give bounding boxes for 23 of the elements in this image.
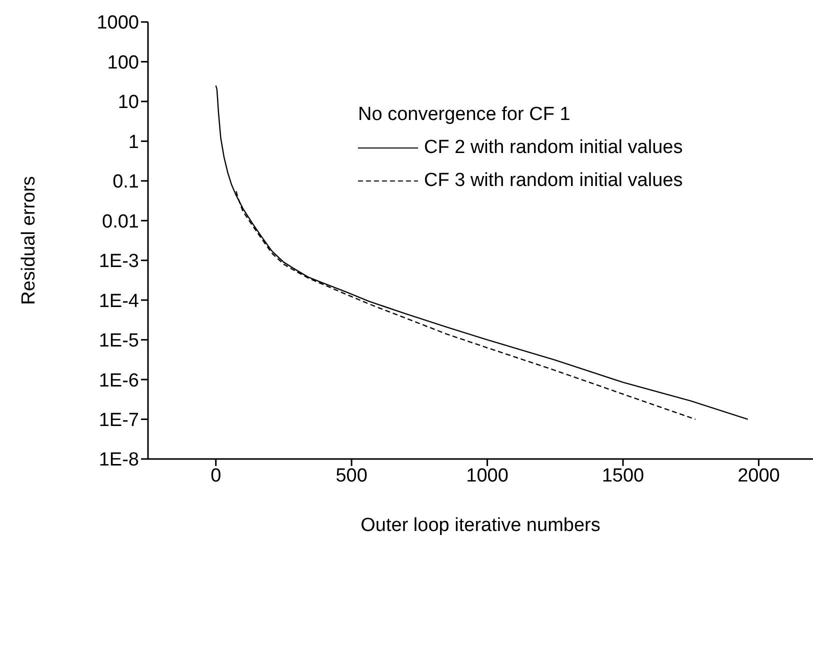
y-tick-label: 1E-8	[98, 450, 139, 471]
y-tick-label: 0.01	[102, 211, 139, 232]
y-tick-label: 1000	[96, 12, 139, 34]
y-tick-label: 0.1	[112, 172, 139, 193]
y-axis-title: Residual errors	[18, 176, 40, 305]
x-axis-title: Outer loop iterative numbers	[360, 515, 600, 536]
x-tick-label: 0	[210, 465, 222, 486]
y-tick-label: 1E-7	[98, 410, 139, 432]
legend-title: No convergence for CF 1	[358, 103, 572, 127]
y-tick-label: 1E-3	[98, 251, 139, 272]
line-series	[215, 85, 748, 420]
x-tick-label: 1000	[466, 465, 508, 486]
x-tick-label: 2000	[738, 465, 780, 486]
y-tick-label: 1E-4	[98, 290, 140, 312]
y-tick-label: 1	[128, 132, 139, 153]
legend-label: CF 3 with random initial values	[424, 169, 683, 193]
y-tick-label: 100	[107, 52, 139, 74]
x-tick-label: 1500	[602, 465, 644, 486]
y-tick-label: 1E-6	[98, 370, 139, 392]
legend-label: CF 2 with random initial values	[424, 136, 683, 160]
x-tick-label: 500	[336, 465, 368, 486]
y-tick-label: 1E-5	[98, 330, 139, 352]
y-tick-label: 10	[118, 92, 139, 114]
